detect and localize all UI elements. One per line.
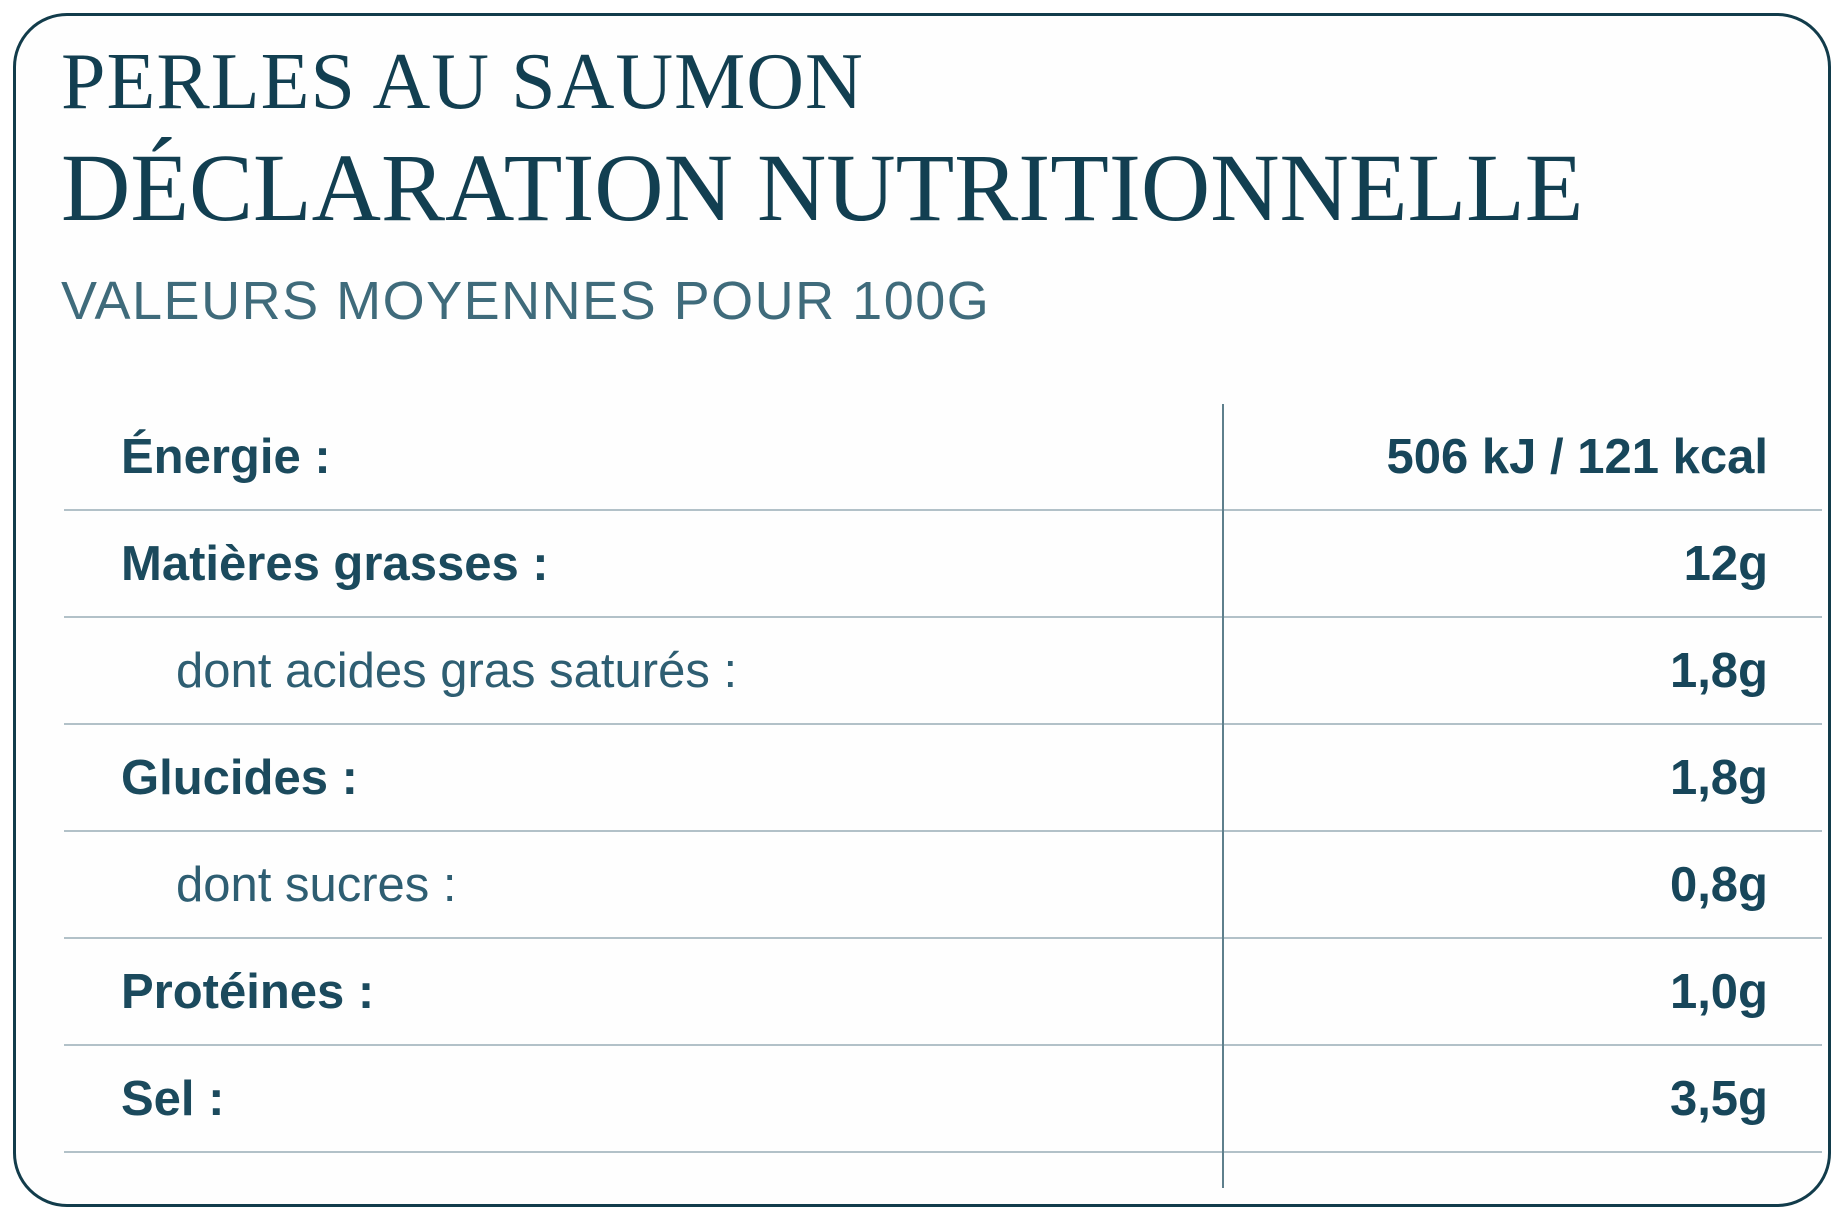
row-value: 3,5g: [1669, 1071, 1768, 1126]
product-title: PERLES AU SAUMON: [61, 38, 864, 126]
row-label: Matières grasses :: [121, 536, 549, 591]
row-label: dont acides gras saturés :: [176, 643, 738, 698]
row-label: Protéines :: [121, 964, 375, 1019]
row-value: 12g: [1683, 536, 1768, 591]
row-value: 506 kJ / 121 kcal: [1386, 429, 1768, 484]
table-row-fat: Matières grasses : 12g: [64, 511, 1822, 618]
value-column-divider: [1222, 404, 1224, 1188]
row-value: 1,0g: [1669, 964, 1768, 1019]
subtitle-serving-basis: VALEURS MOYENNES POUR 100G: [61, 271, 991, 331]
row-value: 1,8g: [1669, 643, 1768, 698]
row-label: dont sucres :: [176, 857, 457, 912]
nutrition-table: Énergie : 506 kJ / 121 kcal Matières gra…: [64, 404, 1822, 1188]
nutrition-label-card: PERLES AU SAUMON DÉCLARATION NUTRITIONNE…: [13, 13, 1831, 1207]
row-label: Sel :: [121, 1071, 225, 1126]
table-row-saturated-fat: dont acides gras saturés : 1,8g: [64, 618, 1822, 725]
row-value: 1,8g: [1669, 750, 1768, 805]
row-label: Glucides :: [121, 750, 358, 805]
table-row-proteins: Protéines : 1,0g: [64, 939, 1822, 1046]
page-title: DÉCLARATION NUTRITIONNELLE: [61, 134, 1584, 241]
table-row-salt: Sel : 3,5g: [64, 1046, 1822, 1153]
table-row-energy: Énergie : 506 kJ / 121 kcal: [64, 404, 1822, 511]
row-label: Énergie :: [121, 429, 331, 484]
table-row-sugars: dont sucres : 0,8g: [64, 832, 1822, 939]
row-value: 0,8g: [1669, 857, 1768, 912]
table-row-carbohydrates: Glucides : 1,8g: [64, 725, 1822, 832]
